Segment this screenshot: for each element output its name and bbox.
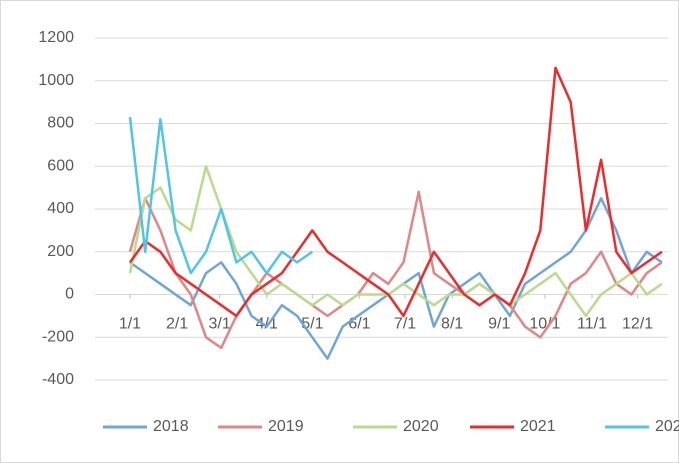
y-tick-label: 400	[47, 200, 74, 217]
y-tick-label: 1000	[38, 72, 74, 89]
legend-label: 2019	[268, 418, 304, 435]
x-tick-label: 6/1	[348, 316, 370, 333]
x-tick-label: 2/1	[166, 316, 188, 333]
x-tick-label: 7/1	[394, 316, 416, 333]
series-line	[128, 66, 663, 318]
y-tick-label: 0	[65, 286, 74, 303]
x-tick-label: 12/1	[622, 316, 653, 333]
x-tick-label: 5/1	[301, 316, 323, 333]
y-tick-label: 1200	[38, 29, 74, 46]
legend-label: 2021	[520, 418, 556, 435]
series-line	[128, 190, 663, 350]
x-tick-label: 11/1	[577, 316, 607, 333]
series-line	[128, 165, 663, 318]
legend-label: 2022	[655, 418, 679, 435]
y-tick-label: -400	[42, 371, 74, 388]
x-tick-label: 8/1	[441, 316, 463, 333]
legend-label: 2020	[403, 418, 439, 435]
series-line	[128, 116, 314, 275]
x-tick-label: 3/1	[209, 316, 231, 333]
y-tick-label: -200	[42, 328, 74, 345]
y-tick-label: 800	[47, 115, 74, 132]
y-tick-label: 200	[47, 243, 74, 260]
legend-label: 2018	[153, 418, 189, 435]
y-tick-label: 600	[47, 157, 74, 174]
x-tick-label: 1/1	[119, 316, 141, 333]
x-tick-label: 4/1	[256, 316, 278, 333]
x-tick-label: 9/1	[488, 316, 510, 333]
